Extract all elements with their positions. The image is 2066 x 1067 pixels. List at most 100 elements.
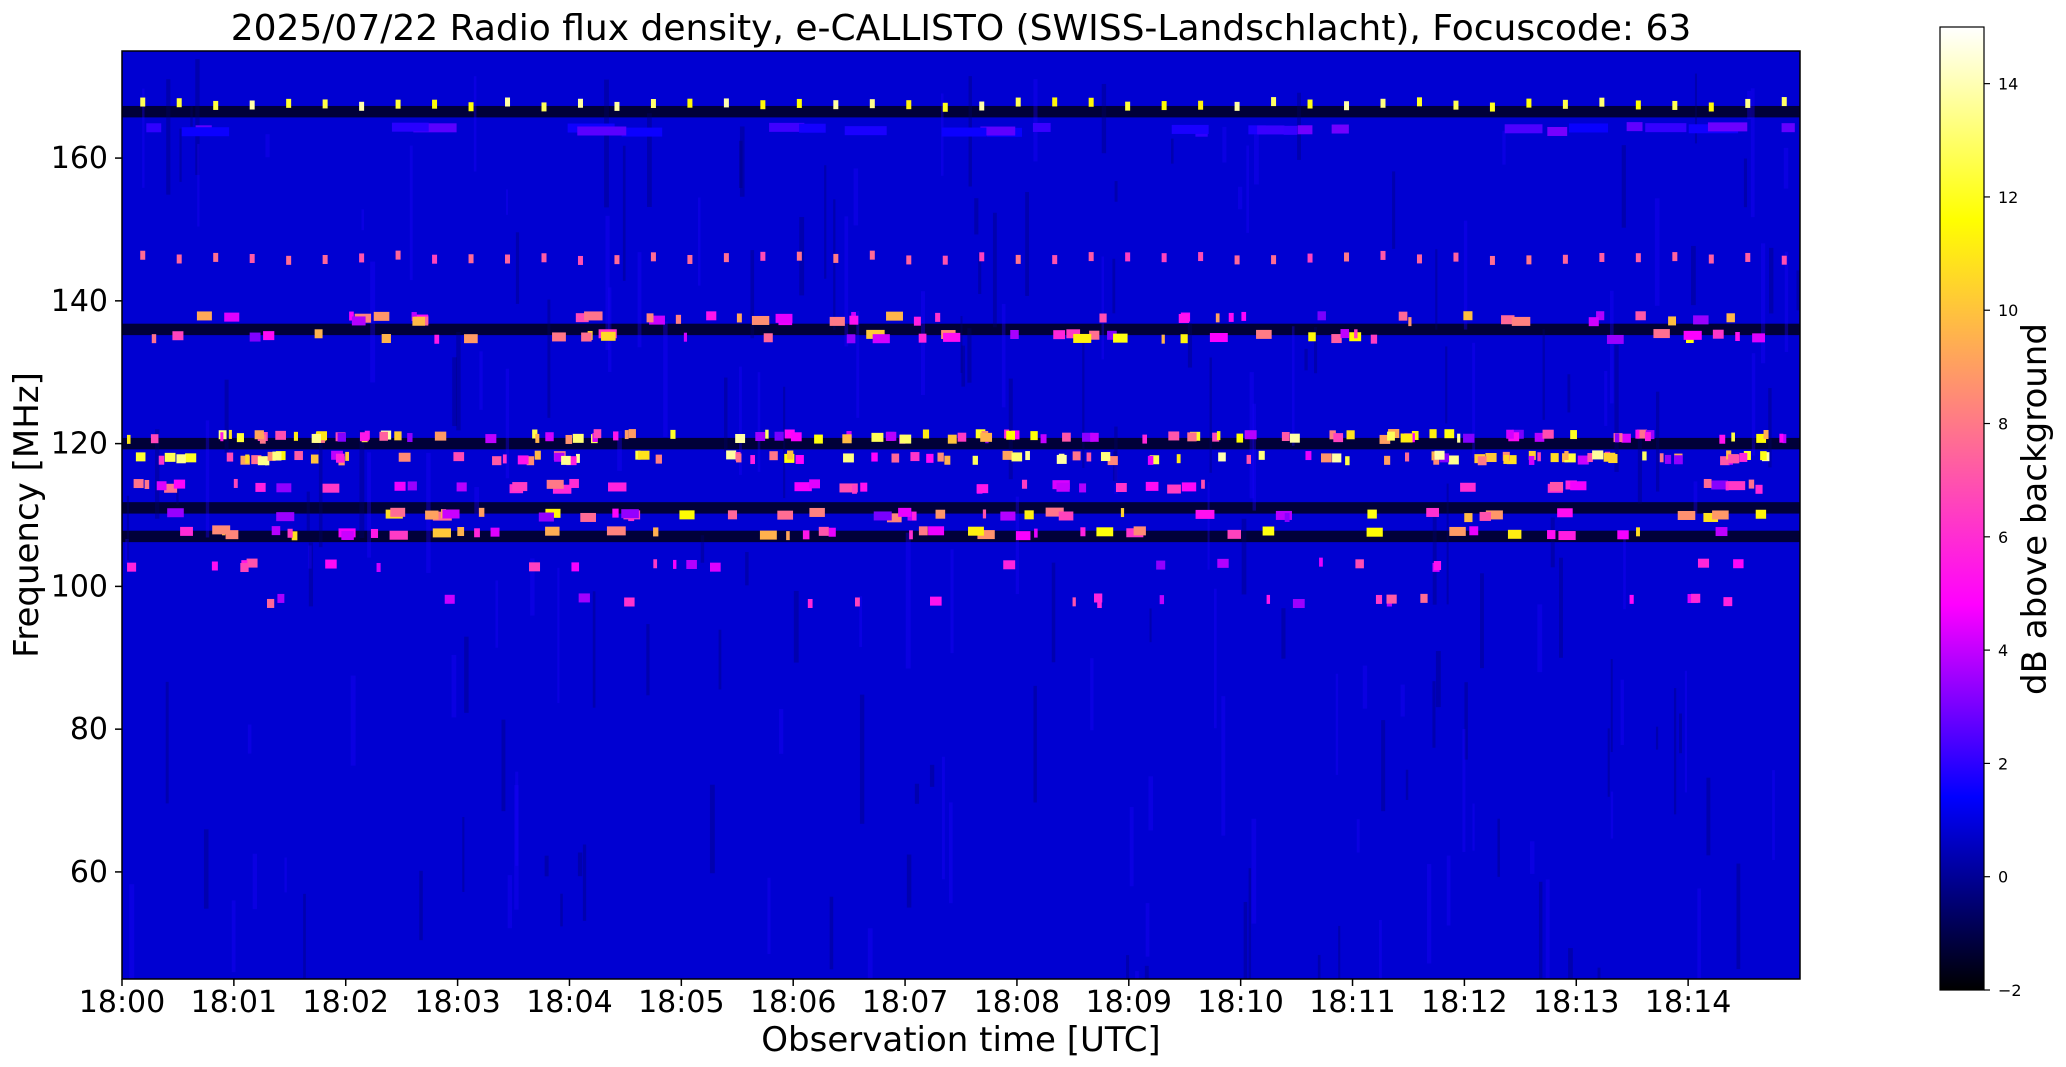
burst-mark [777, 510, 794, 520]
x-tick-label: 18:01 [191, 985, 277, 1020]
burst-mark [1073, 333, 1092, 343]
burst-mark [1086, 452, 1092, 462]
noise-streak [560, 893, 563, 927]
noise-streak [1567, 374, 1571, 413]
x-tick-label: 18:13 [1533, 985, 1619, 1020]
burst-mark [844, 126, 887, 136]
burst-mark [1674, 455, 1683, 465]
burst-mark [1107, 330, 1117, 340]
noise-streak [126, 495, 130, 561]
burst-mark [271, 526, 281, 536]
burst-mark [277, 593, 285, 603]
burst-mark [1781, 255, 1787, 265]
noise-streak [1381, 720, 1386, 812]
burst-mark [1218, 452, 1226, 462]
burst-mark [787, 450, 794, 460]
burst-mark [1125, 252, 1131, 262]
burst-mark [1149, 455, 1160, 465]
burst-mark [608, 482, 627, 492]
burst-mark [1534, 432, 1545, 442]
burst-mark [1568, 123, 1609, 133]
burst-mark [759, 530, 777, 540]
burst-mark [922, 429, 930, 439]
burst-mark [1549, 481, 1564, 491]
burst-mark [860, 482, 868, 492]
burst-mark [1094, 593, 1103, 603]
burst-mark [972, 455, 978, 465]
burst-mark [1562, 254, 1568, 264]
noise-streak [205, 420, 210, 538]
noise-streak [1427, 864, 1432, 964]
noise-streak [1304, 348, 1308, 371]
burst-mark [1547, 126, 1568, 136]
noise-streak [547, 299, 551, 418]
noise-streak [473, 76, 477, 172]
noise-streak [1114, 181, 1118, 202]
noise-streak [361, 209, 365, 231]
burst-mark [1779, 433, 1784, 443]
burst-mark [833, 253, 839, 263]
burst-mark [910, 452, 920, 462]
burst-mark [1331, 124, 1349, 134]
colorbar-tick-label: 14 [1998, 75, 2018, 94]
burst-mark [263, 331, 275, 341]
noise-streak [1338, 925, 1341, 979]
burst-mark [1284, 512, 1290, 522]
burst-mark [1340, 329, 1349, 339]
burst-mark [389, 530, 408, 540]
burst-mark [1100, 452, 1111, 462]
burst-mark [943, 332, 961, 342]
burst-mark [909, 511, 917, 521]
burst-mark [407, 481, 417, 491]
burst-mark [1457, 433, 1461, 443]
burst-mark [1743, 450, 1751, 460]
noise-streak [1751, 353, 1756, 456]
burst-mark [1161, 101, 1167, 111]
burst-mark [233, 478, 238, 488]
noise-streak [750, 250, 755, 339]
burst-mark [1711, 480, 1728, 490]
burst-mark [1526, 98, 1532, 108]
burst-mark [613, 431, 619, 441]
noise-streak [1497, 818, 1500, 877]
burst-mark [1617, 530, 1629, 540]
burst-mark [566, 456, 577, 466]
burst-mark [886, 513, 902, 523]
noise-streak [1254, 133, 1259, 185]
noise-streak [501, 719, 506, 812]
noise-streak [1537, 604, 1543, 673]
burst-mark [899, 434, 912, 444]
burst-mark [478, 507, 485, 517]
burst-mark [351, 316, 366, 326]
burst-mark [1782, 434, 1787, 444]
noise-streak [1281, 608, 1286, 659]
noise-streak [1112, 451, 1117, 481]
burst-mark [1562, 99, 1568, 109]
burst-mark [1297, 125, 1313, 135]
noise-streak [1432, 516, 1437, 605]
noise-streak [419, 870, 423, 941]
noise-streak [783, 386, 786, 499]
burst-mark [545, 432, 554, 442]
noise-streak [1620, 679, 1624, 746]
noise-streak [1135, 971, 1139, 979]
burst-mark [765, 429, 769, 439]
burst-mark [140, 97, 146, 107]
burst-mark [1258, 450, 1265, 460]
burst-mark [802, 530, 810, 540]
colorbar-tick-label: −2 [1998, 981, 2022, 1000]
burst-mark [1703, 512, 1719, 522]
burst-mark [1720, 456, 1730, 466]
burst-mark [1405, 452, 1410, 462]
burst-mark [1588, 317, 1599, 327]
burst-mark [126, 434, 131, 444]
burst-mark [1375, 594, 1383, 604]
noise-streak [303, 893, 306, 979]
burst-mark [1145, 481, 1159, 491]
burst-mark [976, 484, 989, 494]
noise-streak [1114, 426, 1118, 485]
burst-mark [1156, 560, 1166, 570]
burst-mark [1000, 511, 1016, 521]
x-tick-label: 18:08 [974, 985, 1060, 1020]
burst-mark [398, 452, 411, 462]
